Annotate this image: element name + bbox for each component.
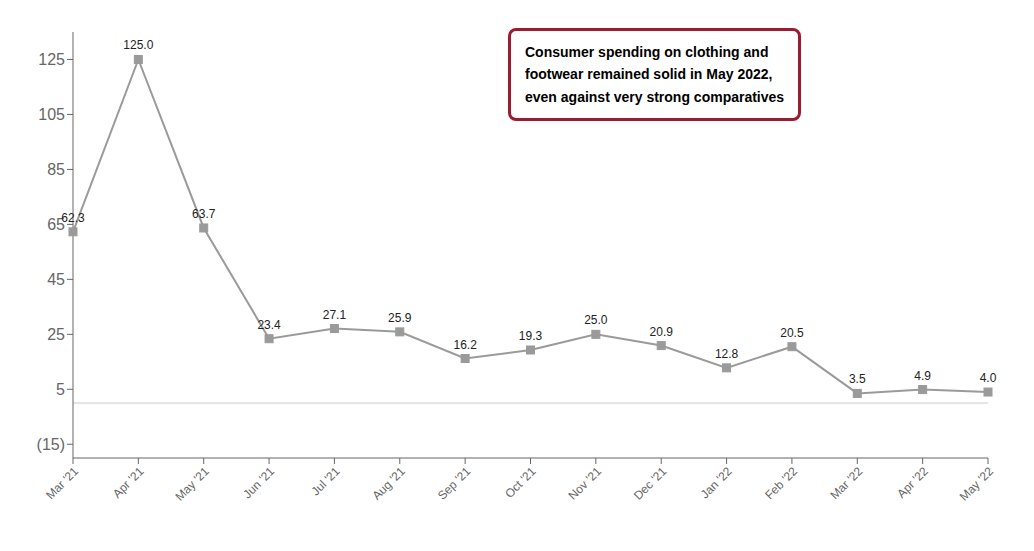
svg-text:65: 65 [47, 216, 65, 234]
svg-text:3.5: 3.5 [849, 372, 866, 386]
svg-text:23.4: 23.4 [257, 318, 281, 332]
svg-text:105: 105 [38, 106, 65, 123]
svg-text:(15): (15) [37, 436, 65, 453]
svg-text:Jul '21: Jul '21 [308, 464, 342, 498]
svg-text:Dec '21: Dec '21 [631, 464, 670, 503]
svg-text:45: 45 [47, 271, 65, 288]
svg-text:Apr '22: Apr '22 [894, 464, 931, 501]
svg-text:4.0: 4.0 [980, 371, 997, 385]
svg-text:Sep '21: Sep '21 [435, 464, 474, 503]
svg-text:5: 5 [56, 381, 65, 398]
svg-text:Oct '21: Oct '21 [502, 464, 539, 501]
svg-text:Jan '22: Jan '22 [698, 464, 735, 501]
svg-text:Mar '22: Mar '22 [828, 464, 866, 502]
svg-text:Jun '21: Jun '21 [240, 464, 277, 501]
svg-text:25.9: 25.9 [388, 311, 412, 325]
svg-text:19.3: 19.3 [519, 329, 543, 343]
svg-text:25.0: 25.0 [584, 313, 608, 327]
svg-text:4.9: 4.9 [914, 369, 931, 383]
svg-text:Apr '21: Apr '21 [110, 464, 147, 501]
svg-text:May '21: May '21 [173, 464, 213, 504]
html-text:Consumer spending on clothing: Consumer spending on clothing and footwe… [525, 44, 785, 105]
svg-text:12.8: 12.8 [715, 347, 739, 361]
svg-text:Mar '21: Mar '21 [43, 464, 81, 502]
svg-text:25: 25 [47, 326, 65, 343]
svg-text:May '22: May '22 [957, 464, 997, 504]
svg-text:125: 125 [38, 51, 65, 68]
svg-text:62.3: 62.3 [61, 211, 85, 225]
svg-text:125.0: 125.0 [123, 38, 153, 52]
svg-text:20.5: 20.5 [780, 326, 804, 340]
svg-text:85: 85 [47, 161, 65, 178]
svg-text:Nov '21: Nov '21 [566, 464, 605, 503]
svg-text:16.2: 16.2 [453, 338, 477, 352]
svg-text:27.1: 27.1 [323, 308, 347, 322]
svg-text:Aug '21: Aug '21 [370, 464, 409, 503]
svg-text:63.7: 63.7 [192, 207, 216, 221]
svg-text:Feb '22: Feb '22 [762, 464, 800, 502]
svg-text:20.9: 20.9 [650, 325, 674, 339]
